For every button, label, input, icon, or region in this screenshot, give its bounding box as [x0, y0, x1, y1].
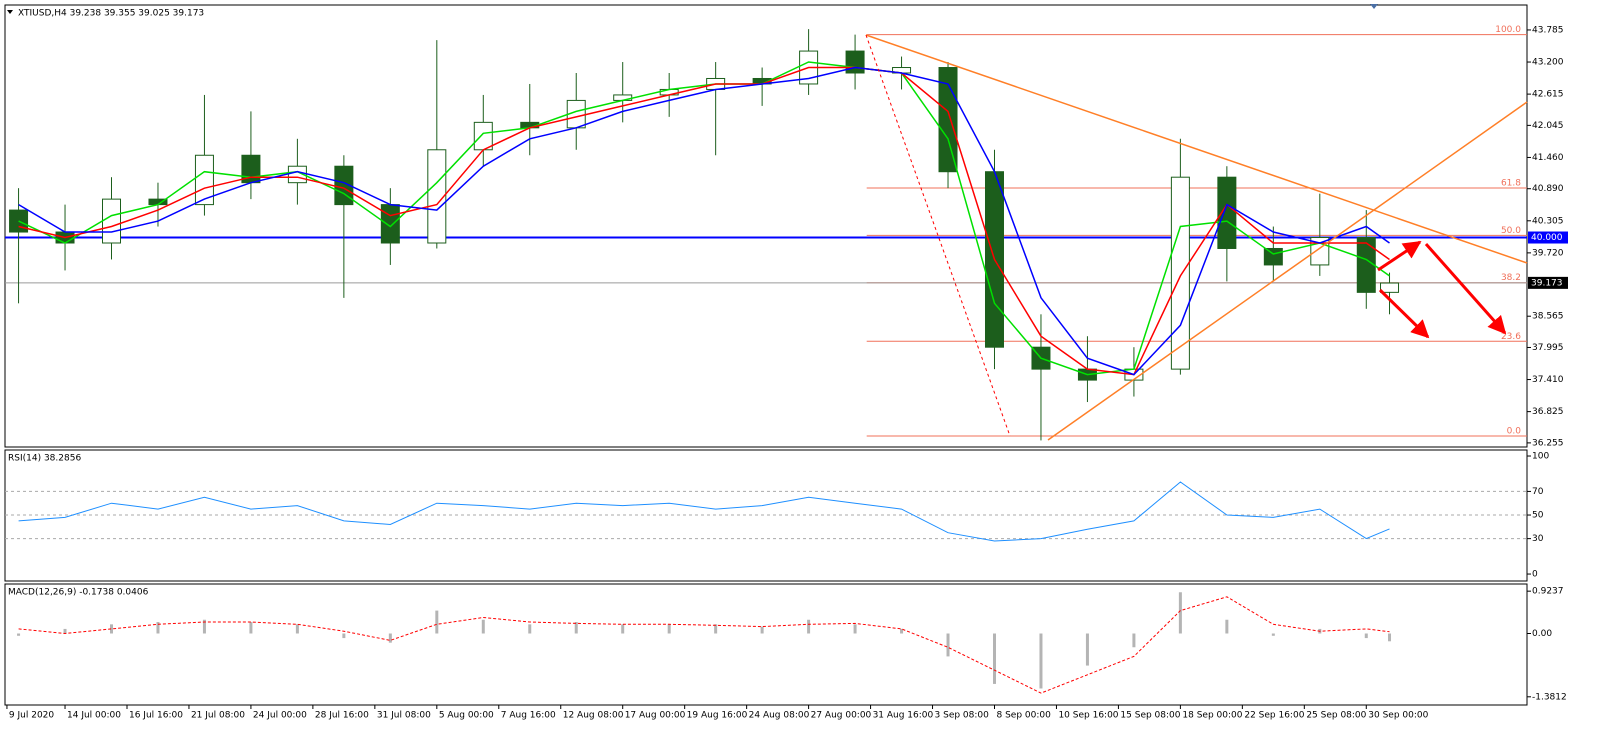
y-tick-label: 100: [1532, 452, 1549, 462]
x-tick-label: 31 Aug 16:00: [873, 711, 934, 721]
y-tick-label: 0.9237: [1532, 587, 1564, 597]
panel-frame: [4, 4, 1528, 448]
y-tick-label: 41.460: [1532, 153, 1564, 163]
x-tick-label: 17 Aug 00:00: [625, 711, 686, 721]
x-tick-label: 8 Sep 00:00: [996, 711, 1051, 721]
y-tick-label: 43.200: [1532, 58, 1564, 68]
rsi-line: [18, 481, 1390, 542]
x-tick-label: 16 Jul 16:00: [129, 711, 183, 721]
trendline: [1047, 101, 1528, 441]
x-tick-label: 18 Sep 00:00: [1182, 711, 1242, 721]
x-tick-label: 3 Sep 08:00: [935, 711, 990, 721]
candle-body: [1263, 247, 1283, 266]
y-tick-label: 43.785: [1532, 25, 1564, 35]
x-tick-label: 24 Jul 00:00: [253, 711, 307, 721]
candle-body: [1170, 176, 1190, 370]
y-tick-label: 0.00: [1532, 629, 1552, 639]
x-tick-label: 19 Aug 16:00: [687, 711, 748, 721]
x-tick-label: 27 Aug 00:00: [811, 711, 872, 721]
y-tick-label: 39.720: [1532, 248, 1564, 258]
fibo-baseline: [865, 34, 1011, 437]
x-tick-label: 5 Aug 00:00: [439, 711, 494, 721]
arrow: [1378, 288, 1430, 339]
candle-body: [380, 204, 400, 244]
x-tick-label: 9 Jul 2020: [9, 711, 54, 721]
x-tick-label: 31 Jul 08:00: [377, 711, 431, 721]
y-tick-label: 37.995: [1532, 343, 1564, 353]
y-tick-label: 40.305: [1532, 216, 1564, 226]
x-tick-label: 22 Sep 16:00: [1244, 711, 1304, 721]
arrow: [1377, 240, 1422, 272]
candle-body: [1217, 176, 1237, 249]
x-tick-label: 7 Aug 16:00: [501, 711, 556, 721]
candle-body: [1356, 237, 1376, 293]
y-tick-label: 70: [1532, 487, 1544, 497]
moving-average: [18, 66, 1390, 376]
y-tick-label: 42.045: [1532, 121, 1564, 131]
y-tick-label: 36.825: [1532, 407, 1564, 417]
x-tick-label: 21 Jul 08:00: [191, 711, 245, 721]
x-tick-label: 14 Jul 00:00: [67, 711, 121, 721]
plot-area: XTIUSD,H4 39.238 39.355 39.025 39.173 43.…: [4, 4, 1568, 721]
candle-body: [427, 149, 447, 244]
x-tick-label: 15 Sep 08:00: [1120, 711, 1180, 721]
annotations: [7, 4, 1528, 441]
fibo-label: 100.0: [1495, 25, 1521, 35]
menu-marker: [7, 10, 13, 14]
y-tick-label: 30: [1532, 534, 1544, 544]
y-tick-label: 36.255: [1532, 438, 1564, 448]
y-tick-label: 38.565: [1532, 312, 1564, 322]
fibo-label: 0.0: [1507, 427, 1522, 437]
hline-label: 40.000: [1531, 233, 1563, 243]
fibo-label: 23.6: [1501, 332, 1521, 342]
candle-body: [194, 154, 214, 206]
candle-body: [1380, 282, 1400, 293]
trendline: [865, 34, 1528, 264]
price-label-box: [1528, 276, 1568, 289]
x-tick-label: 25 Sep 08:00: [1306, 711, 1366, 721]
panel-title: RSI(14) 38.2856: [8, 454, 81, 464]
candle-body: [9, 209, 29, 233]
panel-frame: [4, 583, 1528, 706]
y-tick-label: 50: [1532, 511, 1544, 521]
moving-average: [18, 66, 1390, 376]
x-tick-label: 10 Sep 16:00: [1058, 711, 1118, 721]
shift-marker: [1370, 4, 1378, 9]
y-tick-label: -1.3812: [1532, 692, 1567, 702]
y-tick-label: 0: [1532, 570, 1538, 580]
x-tick-label: 28 Jul 16:00: [315, 711, 369, 721]
arrow: [1424, 243, 1507, 335]
macd-signal-line: [18, 596, 1390, 694]
y-tick-label: 37.410: [1532, 375, 1564, 385]
fibo-label: 50.0: [1501, 226, 1521, 236]
current-price-label: 39.173: [1531, 278, 1563, 288]
y-tick-label: 40.890: [1532, 184, 1564, 194]
y-tick-label: 42.615: [1532, 90, 1564, 100]
x-tick-label: 30 Sep 00:00: [1368, 711, 1428, 721]
candle-body: [102, 198, 122, 244]
x-tick-label: 24 Aug 08:00: [749, 711, 810, 721]
fibo-label: 38.2: [1501, 273, 1521, 283]
panel-title: MACD(12,26,9) -0.1738 0.0406: [8, 588, 149, 598]
fibo-label: 61.8: [1501, 178, 1521, 188]
x-tick-label: 12 Aug 08:00: [563, 711, 624, 721]
panel-title: XTIUSD,H4 39.238 39.355 39.025 39.173: [18, 9, 204, 19]
price-label-box: [1528, 231, 1568, 244]
candle-body: [473, 121, 493, 151]
